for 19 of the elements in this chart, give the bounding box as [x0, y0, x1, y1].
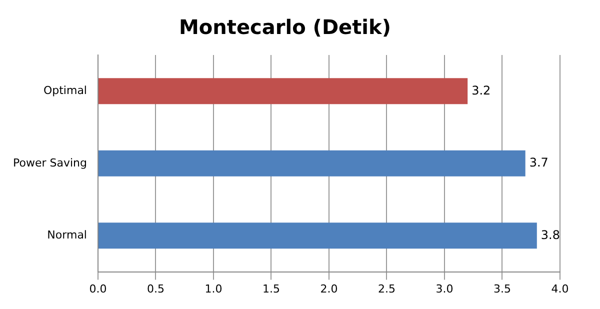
x-tick-label: 1.0 — [204, 282, 222, 296]
x-tick-label: 3.5 — [494, 282, 511, 296]
data-label: 3.7 — [529, 156, 548, 170]
x-tick-label: 2.5 — [378, 282, 396, 296]
y-tick-label: Optimal — [43, 84, 87, 97]
x-tick-label: 3.0 — [436, 282, 454, 296]
x-tick-label: 4.0 — [551, 282, 569, 296]
x-tick-label: 2.0 — [320, 282, 338, 296]
bar — [98, 78, 468, 104]
y-tick-label: Normal — [47, 228, 87, 242]
chart-title: Montecarlo (Detik) — [179, 15, 391, 40]
x-tick-label: 0.0 — [89, 282, 107, 296]
y-tick-label: Power Saving — [13, 156, 87, 170]
x-tick-label: 0.5 — [147, 282, 164, 296]
data-label: 3.2 — [472, 83, 491, 98]
bar — [98, 222, 537, 249]
data-label: 3.8 — [540, 228, 560, 242]
x-tick-label: 1.5 — [262, 282, 280, 296]
bar — [98, 150, 526, 176]
